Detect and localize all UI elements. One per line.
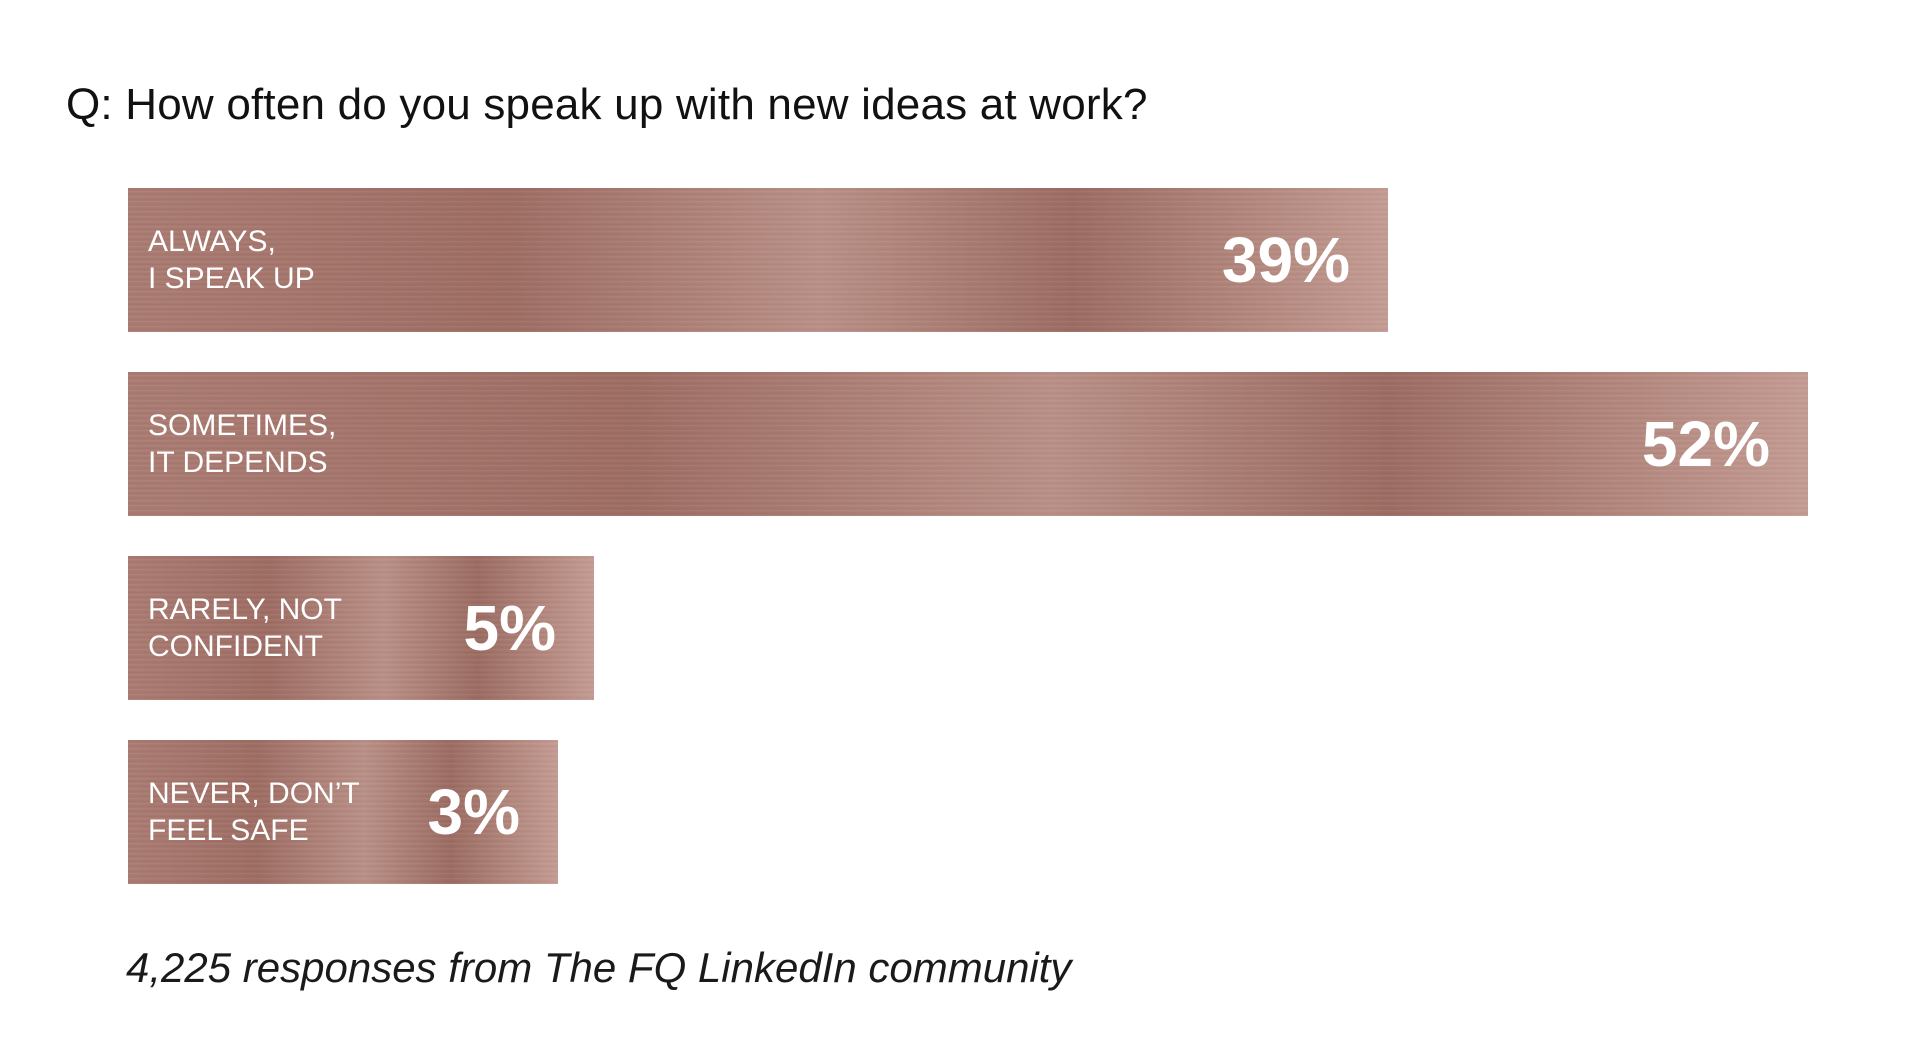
bar-category-label: NEVER, DON’T FEEL SAFE xyxy=(148,777,360,847)
bar: SOMETIMES, IT DEPENDS 52% xyxy=(128,372,1808,516)
source-footnote: 4,225 responses from The FQ LinkedIn com… xyxy=(126,944,1072,991)
bar-chart: ALWAYS, I SPEAK UP 39% SOMETIMES, IT DEPEN… xyxy=(128,188,1808,886)
chart-title: Q: How often do you speak up with new id… xyxy=(66,80,1148,129)
bar: NEVER, DON’T FEEL SAFE 3% xyxy=(128,740,558,884)
bar-value-label: 3% xyxy=(427,776,521,848)
bar-value-label: 39% xyxy=(1221,224,1350,296)
bar-value-label: 52% xyxy=(1641,408,1770,480)
bar-category-label: SOMETIMES, IT DEPENDS xyxy=(148,409,337,479)
bar-category-label: RARELY, NOT CONFIDENT xyxy=(148,593,342,663)
bar-value-label: 5% xyxy=(463,592,557,664)
bar: RARELY, NOT CONFIDENT 5% xyxy=(128,556,594,700)
bar-category-label: ALWAYS, I SPEAK UP xyxy=(148,225,315,295)
bar: ALWAYS, I SPEAK UP 39% xyxy=(128,188,1388,332)
